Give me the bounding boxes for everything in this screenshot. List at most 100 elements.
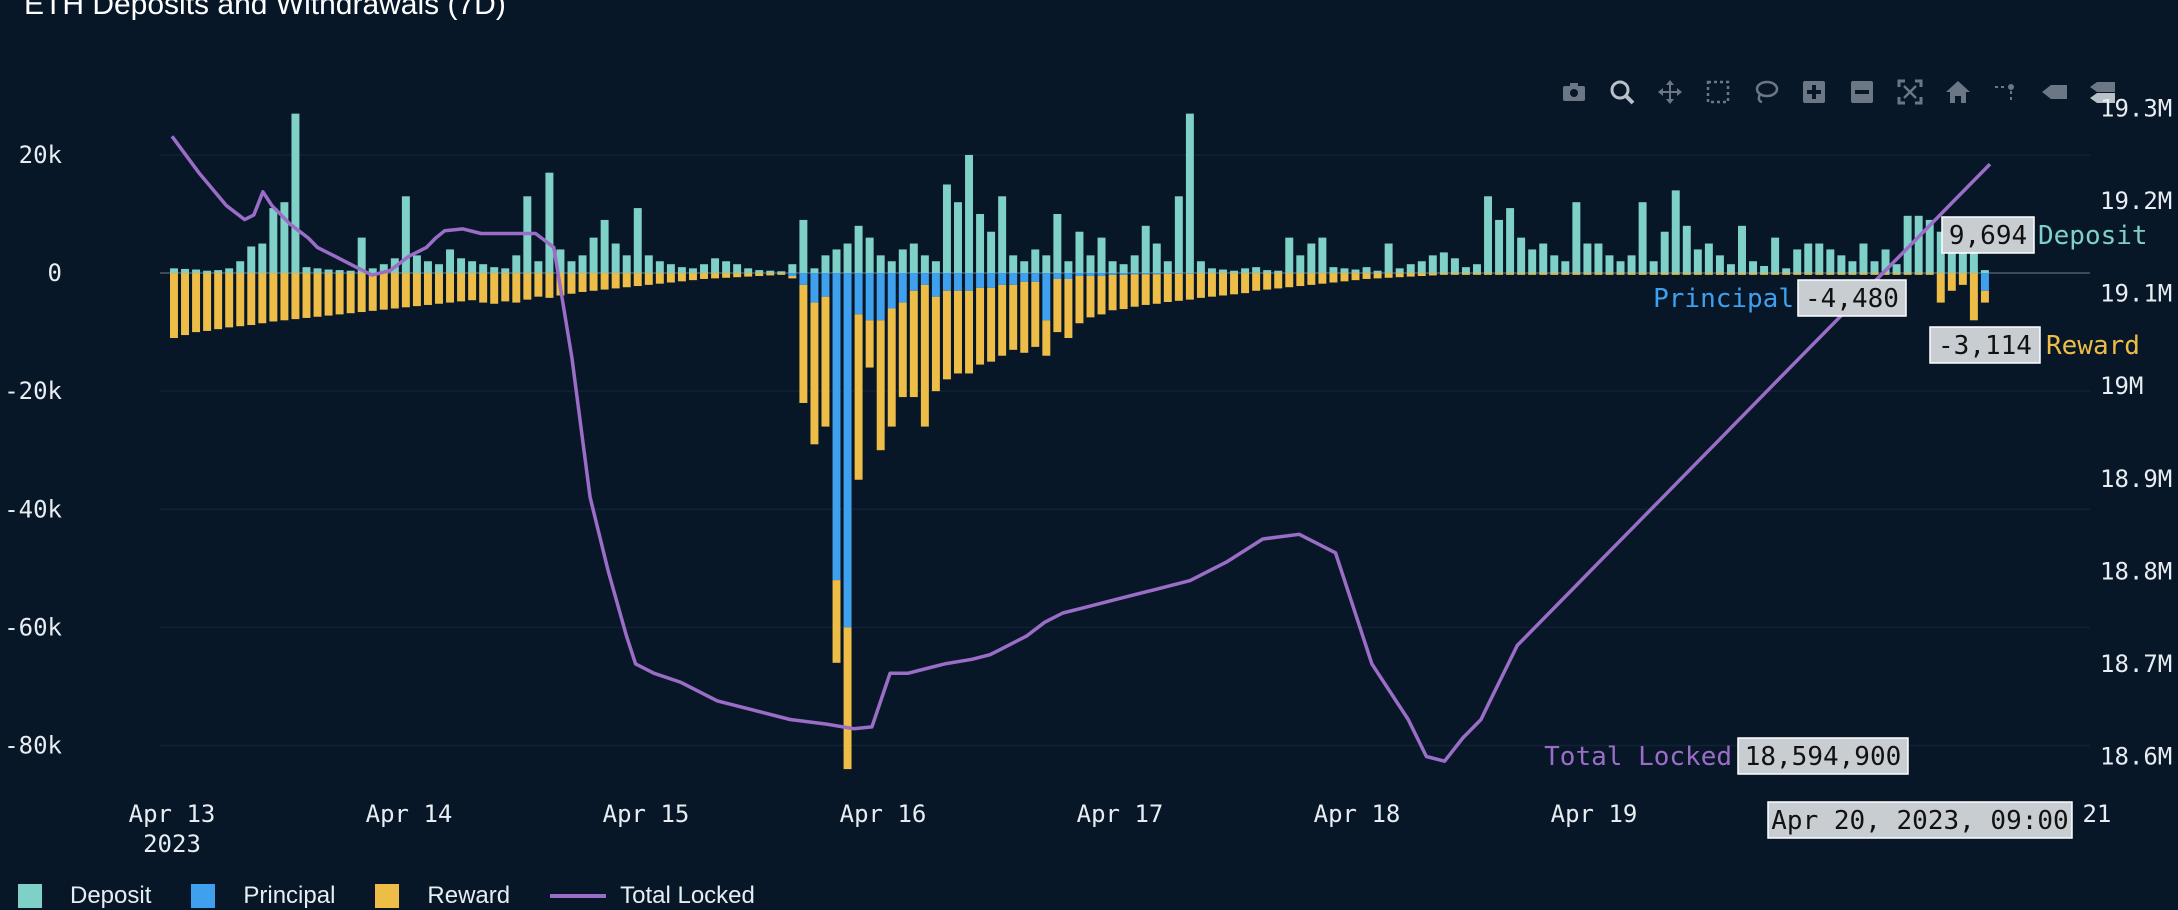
deposit-bar bbox=[876, 255, 885, 274]
reward-bar bbox=[192, 273, 201, 333]
deposit-bar bbox=[755, 270, 764, 274]
reward-bar bbox=[446, 273, 455, 303]
legend-item-principal[interactable]: Principal bbox=[191, 882, 335, 910]
deposit-bar bbox=[1671, 190, 1680, 274]
principal-bar bbox=[788, 273, 797, 277]
hover-closest-button[interactable] bbox=[2030, 72, 2078, 112]
deposit-bar bbox=[920, 255, 929, 274]
reward-bar bbox=[1329, 273, 1338, 283]
deposit-bar bbox=[379, 264, 388, 274]
deposit-bar bbox=[1484, 196, 1492, 274]
deposit-bar bbox=[1406, 264, 1415, 274]
reward-bar bbox=[523, 273, 532, 300]
camera-button[interactable] bbox=[1550, 72, 1598, 112]
reward-bar bbox=[236, 273, 245, 327]
reward-bar bbox=[1384, 273, 1393, 278]
hover-compare-button[interactable] bbox=[2078, 72, 2126, 112]
principal-bar bbox=[1141, 273, 1150, 275]
principal-bar bbox=[810, 273, 819, 303]
deposit-bar bbox=[203, 270, 212, 274]
y2-tick-label: 18.7M bbox=[2100, 650, 2172, 678]
deposit-bar bbox=[412, 255, 421, 274]
deposit-bar bbox=[269, 208, 278, 274]
legend-item-deposit[interactable]: Deposit bbox=[18, 882, 151, 910]
deposit-bar bbox=[1594, 243, 1603, 274]
reward-bar bbox=[843, 627, 852, 770]
zoom-out-button[interactable] bbox=[1838, 72, 1886, 112]
reward-bar bbox=[1362, 273, 1371, 279]
deposit-bar bbox=[1263, 270, 1272, 274]
reward-bar bbox=[1870, 273, 1879, 275]
deposit-bar bbox=[1848, 261, 1857, 274]
reward-bar bbox=[1804, 273, 1813, 275]
home-button[interactable] bbox=[1934, 72, 1982, 112]
reward-bar bbox=[1660, 273, 1669, 275]
principal-bar bbox=[909, 273, 918, 291]
y-tick-label: -40k bbox=[4, 495, 62, 523]
deposit-bar bbox=[1660, 231, 1669, 274]
deposit-bar bbox=[1980, 270, 1989, 274]
spike-lines-button[interactable] bbox=[1982, 72, 2030, 112]
reward-bar bbox=[1539, 273, 1548, 275]
autoscale-button[interactable] bbox=[1886, 72, 1934, 112]
zoom-in-button[interactable] bbox=[1790, 72, 1838, 112]
deposit-bar bbox=[1693, 249, 1702, 274]
deposit-bar bbox=[1373, 270, 1382, 274]
reward-bar bbox=[1263, 273, 1272, 290]
reward-bar bbox=[1086, 276, 1095, 318]
deposit-bar bbox=[1075, 231, 1084, 274]
deposit-bar bbox=[1461, 267, 1470, 274]
reward-bar bbox=[1274, 273, 1283, 289]
deposit-bar bbox=[887, 261, 896, 274]
zoom-button[interactable] bbox=[1598, 72, 1646, 112]
reward-bar bbox=[1108, 274, 1117, 311]
legend-item-reward[interactable]: Reward bbox=[375, 882, 510, 910]
deposit-bar bbox=[1196, 261, 1205, 274]
deposit-bar bbox=[931, 261, 940, 274]
deposit-bar bbox=[1230, 270, 1239, 274]
lasso-icon bbox=[1755, 80, 1779, 104]
reward-bar bbox=[1693, 273, 1702, 275]
hover-compare-icon bbox=[2090, 82, 2115, 103]
deposit-bar bbox=[335, 270, 344, 274]
reward-bar bbox=[346, 273, 355, 314]
reward-bar bbox=[302, 273, 311, 318]
reward-bar bbox=[490, 273, 499, 304]
deposit-bar bbox=[170, 268, 178, 274]
legend-swatch bbox=[18, 884, 42, 908]
reward-bar bbox=[1318, 273, 1327, 284]
principal-bar bbox=[1130, 273, 1139, 275]
reward-bar bbox=[865, 320, 874, 368]
reward-bar bbox=[1682, 273, 1691, 275]
reward-bar bbox=[644, 273, 653, 285]
reward-bar bbox=[1947, 273, 1956, 291]
principal-bar bbox=[1185, 273, 1194, 275]
deposit-bar bbox=[368, 268, 377, 274]
box-select-button[interactable] bbox=[1694, 72, 1742, 112]
deposit-bar bbox=[1053, 214, 1062, 274]
principal-bar bbox=[942, 273, 951, 291]
legend-item-total[interactable]: Total Locked bbox=[550, 882, 755, 910]
reward-bar bbox=[1760, 273, 1769, 275]
deposit-bar bbox=[976, 214, 985, 274]
lasso-button[interactable] bbox=[1742, 72, 1790, 112]
pan-button[interactable] bbox=[1646, 72, 1694, 112]
reward-bar bbox=[1958, 273, 1967, 285]
reward-bar bbox=[1892, 273, 1901, 275]
y-left-ticks: 20k 0 -20k -40k -60k -80k bbox=[4, 141, 62, 760]
deposit-bar bbox=[1649, 261, 1658, 274]
deposit-bar bbox=[1130, 255, 1139, 274]
deposit-bar bbox=[1362, 267, 1371, 274]
reward-bar bbox=[1395, 273, 1404, 278]
deposit-bar bbox=[1892, 264, 1901, 274]
deposit-bar bbox=[1207, 268, 1216, 274]
x-tick-label: Apr 18 bbox=[1314, 800, 1401, 828]
deposit-bar bbox=[600, 219, 609, 274]
deposit-bar bbox=[1274, 270, 1283, 274]
principal-bar bbox=[854, 273, 863, 315]
reward-bar bbox=[1285, 273, 1294, 288]
hover-total-value: 18,594,900 bbox=[1745, 742, 1902, 772]
deposit-bar bbox=[1285, 237, 1294, 274]
principal-bar bbox=[1097, 273, 1106, 277]
